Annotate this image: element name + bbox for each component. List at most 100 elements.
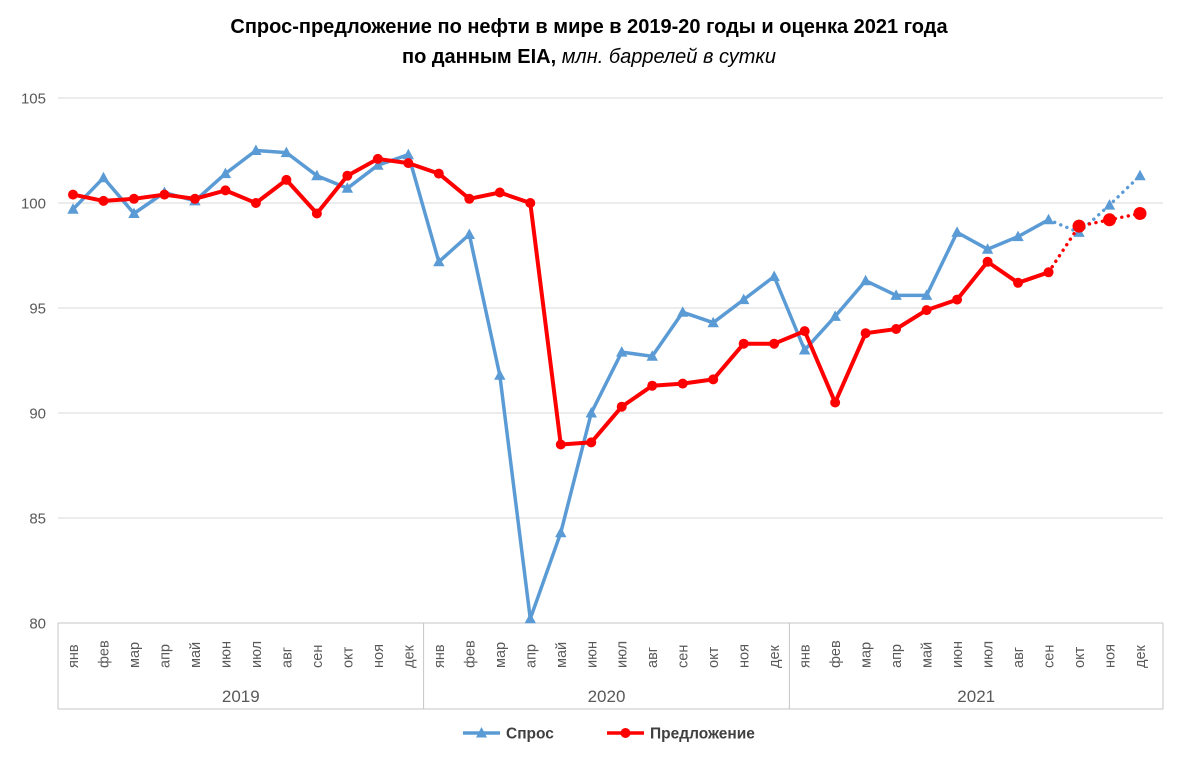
demand-series-marker-triangle	[555, 526, 567, 538]
y-tick-label: 100	[21, 196, 46, 213]
demand-series-marker-triangle	[402, 148, 415, 160]
legend-demand-label: Спрос	[506, 726, 554, 743]
chart-title: Спрос-предложение по нефти в мире в 2019…	[0, 12, 1178, 72]
demand-series-marker-triangle	[1042, 213, 1055, 225]
supply-series-marker-circle	[250, 198, 261, 208]
x-month-label: май	[188, 642, 204, 668]
legend-supply-circle-icon	[620, 728, 631, 738]
gridlines	[58, 97, 1163, 519]
supply-series	[68, 153, 1147, 450]
x-month-label: авг	[645, 647, 661, 668]
x-month-label: июл	[615, 641, 631, 668]
demand-series-marker-triangle	[585, 407, 597, 418]
demand-series-marker-triangle	[311, 169, 323, 181]
x-month-label: ноя	[371, 644, 387, 668]
x-year-label: 2020	[588, 687, 626, 706]
supply-series-marker-circle	[281, 174, 292, 185]
supply-series-marker-circle	[982, 256, 993, 267]
x-month-label: янв	[798, 644, 814, 668]
supply-series-marker-circle	[738, 338, 749, 349]
x-month-label: мар	[127, 642, 143, 668]
x-year-label: 2019	[222, 687, 260, 706]
x-month-label: янв	[66, 644, 82, 668]
x-month-label: авг	[279, 647, 295, 668]
x-month-label: май	[554, 642, 570, 668]
x-month-label: сен	[1042, 645, 1058, 668]
supply-series-line-forecast-dotted	[1046, 211, 1142, 274]
month-labels: янв фев мар апр май июн июл авг сен окт ноя дек янв ф…	[66, 640, 1149, 668]
x-month-label: апр	[889, 644, 905, 668]
demand-series-marker-triangle	[1103, 199, 1116, 210]
supply-series-marker-circle	[433, 168, 444, 179]
supply-series-marker-circle	[830, 397, 841, 408]
supply-series-marker-circle	[860, 328, 871, 339]
demand-series-marker-triangle	[951, 226, 963, 237]
x-month-label: июл	[981, 641, 997, 668]
x-month-label: фев	[462, 640, 478, 668]
demand-series	[67, 144, 1146, 624]
x-month-label: авг	[1011, 647, 1027, 668]
y-tick-label: 105	[21, 91, 46, 108]
x-month-label: май	[920, 642, 936, 668]
supply-series-marker-circle	[708, 374, 719, 385]
x-year-label: 2021	[957, 687, 995, 706]
demand-series-marker-triangle	[280, 146, 293, 158]
x-month-label: июн	[584, 641, 600, 668]
supply-series-marker-circle	[372, 153, 383, 164]
demand-series-marker-triangle	[1012, 230, 1024, 242]
x-month-label: июн	[950, 641, 966, 668]
demand-series-marker-triangle	[981, 243, 994, 254]
chart-subtitle-bold: по данным EIA,	[402, 46, 562, 68]
demand-series-marker-triangle	[829, 310, 841, 321]
x-month-label: фев	[828, 640, 844, 668]
x-month-label: окт	[1072, 646, 1088, 668]
demand-series-marker-triangle	[67, 203, 79, 214]
supply-series-marker-circle	[494, 187, 505, 198]
year-labels: 2019 2020 2021	[222, 687, 995, 706]
y-tick-label: 80	[29, 616, 46, 633]
demand-series-marker-triangle	[707, 316, 719, 328]
x-month-label: мар	[493, 642, 509, 668]
supply-series-marker-circle	[891, 324, 902, 334]
x-month-label: мар	[859, 642, 875, 668]
x-month-label: июл	[249, 641, 265, 668]
demand-series-marker-triangle	[128, 207, 140, 218]
demand-series-marker-triangle	[1134, 169, 1146, 181]
x-month-label: окт	[340, 646, 356, 668]
demand-series-marker-triangle	[97, 171, 110, 183]
x-month-label: апр	[523, 644, 539, 668]
demand-series-marker-triangle	[890, 289, 902, 300]
demand-series-marker-triangle	[616, 346, 628, 357]
x-axis-box	[57, 622, 1164, 710]
demand-series-marker-triangle	[859, 274, 872, 286]
x-month-label: дек	[1133, 644, 1149, 668]
demand-series-line-forecast-dotted	[1046, 173, 1142, 235]
legend: Спрос Предложение	[463, 726, 755, 743]
supply-series-marker-circle	[525, 198, 536, 208]
supply-series-marker-circle	[1013, 277, 1024, 288]
x-month-label: сен	[676, 645, 692, 668]
supply-series-marker-circle	[952, 294, 963, 305]
chart-title-line1: Спрос-предложение по нефти в мире в 2019…	[230, 16, 948, 38]
demand-series-marker-triangle	[463, 228, 476, 239]
demand-series-marker-triangle	[920, 289, 933, 300]
supply-series-marker-circle	[555, 439, 566, 450]
supply-series-marker-circle	[1103, 213, 1117, 227]
chart-subtitle-italic: млн. баррелей в сутки	[561, 46, 776, 68]
supply-series-marker-circle	[1072, 219, 1086, 233]
supply-series-line-solid	[72, 156, 1050, 447]
demand-series-marker-triangle	[798, 344, 811, 355]
supply-series-marker-circle	[311, 208, 322, 219]
y-tick-label: 90	[29, 406, 46, 423]
demand-series-marker-triangle	[341, 182, 354, 193]
supply-series-marker-circle	[769, 338, 780, 349]
supply-series-marker-circle	[342, 170, 353, 181]
supply-series-marker-circle	[647, 380, 658, 391]
supply-series-marker-circle	[1043, 267, 1054, 278]
demand-series-marker-triangle	[768, 270, 780, 281]
supply-series-marker-circle	[189, 193, 200, 204]
x-month-label: дек	[401, 644, 417, 668]
supply-series-marker-circle	[68, 189, 78, 200]
supply-series-marker-circle	[586, 437, 597, 448]
